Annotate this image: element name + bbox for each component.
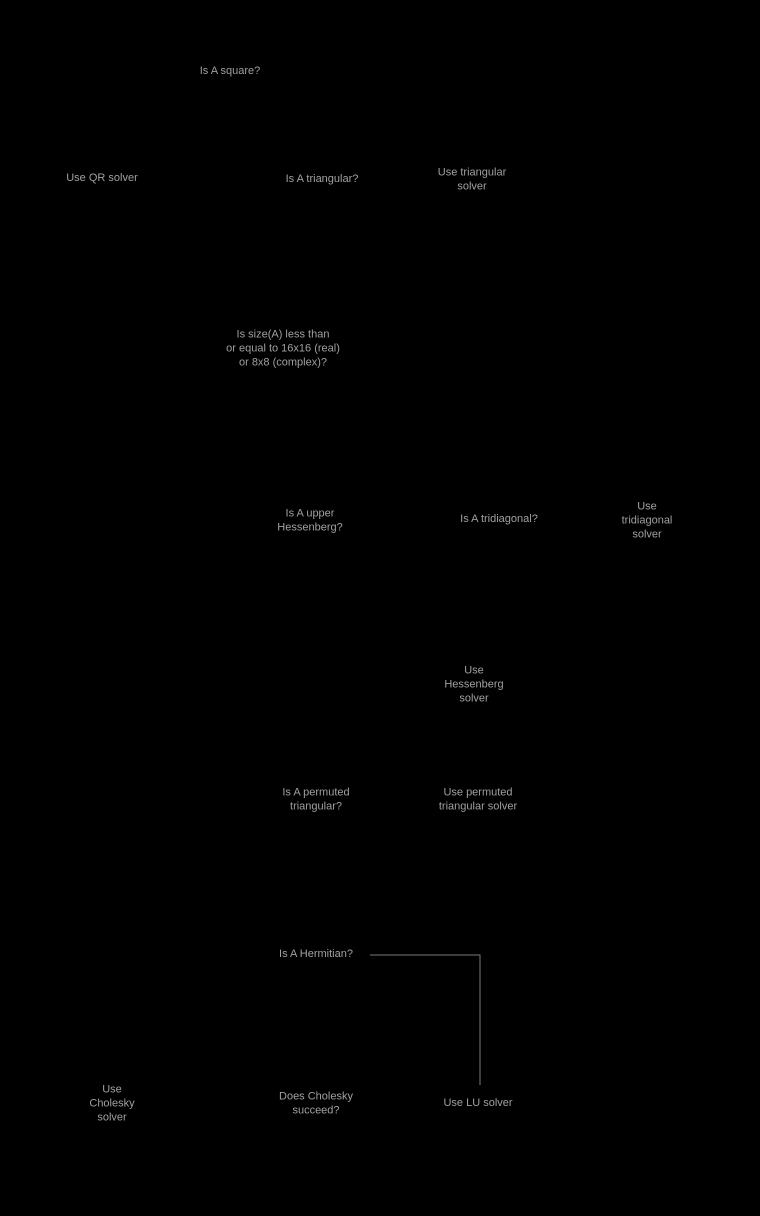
node-q_triangular: Is A triangular?	[286, 173, 359, 187]
node-q_hess: Is A upper Hessenberg?	[277, 507, 342, 535]
node-use_qr: Use QR solver	[66, 172, 138, 186]
node-use_cholesky: Use Cholesky solver	[89, 1083, 134, 1124]
node-q_square: Is A square?	[200, 65, 261, 79]
flowchart-canvas: Is A square? Use QR solver Is A triangular…	[0, 0, 760, 1216]
node-q_permtri: Is A permuted triangular?	[282, 786, 349, 814]
node-use_lu: Use LU solver	[443, 1097, 512, 1111]
edge	[370, 955, 480, 1085]
node-use_tri: Use triangular solver	[438, 166, 506, 194]
node-use_permtri: Use permuted triangular solver	[439, 786, 517, 814]
node-q_hermitian: Is A Hermitian?	[279, 948, 353, 962]
node-use_tridiag: Use tridiagonal solver	[622, 500, 673, 541]
node-use_hess: Use Hessenberg solver	[444, 664, 503, 705]
node-q_cholesky: Does Cholesky succeed?	[279, 1090, 353, 1118]
node-q_tridiag: Is A tridiagonal?	[460, 513, 538, 527]
node-q_size: Is size(A) less than or equal to 16x16 (…	[226, 328, 340, 369]
